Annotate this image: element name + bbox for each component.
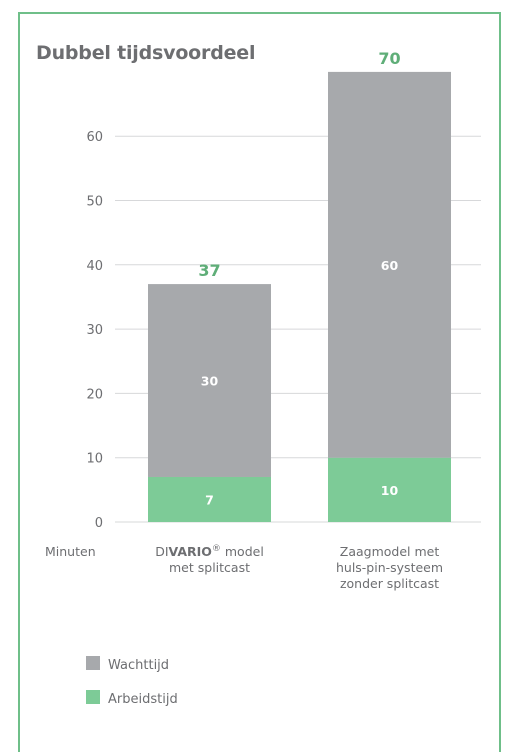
bars [148, 71, 451, 522]
bar-arbeidstijd-0 [148, 476, 271, 522]
segment-label-arbeidstijd-1: 10 [381, 483, 399, 498]
chart-title: Dubbel tijdsvoordeel [36, 42, 256, 64]
category-label-1-line2: huls-pin-systeem [336, 560, 443, 575]
y-tick-label-40: 40 [86, 259, 103, 274]
segment-label-wachttijd-0: 30 [201, 374, 219, 389]
segment-label-arbeidstijd-0: 7 [205, 492, 214, 507]
segment-label-wachttijd-1: 60 [381, 258, 399, 273]
y-tick-label-20: 20 [86, 387, 103, 402]
y-tick-label-10: 10 [86, 452, 103, 467]
y-tick-label-30: 30 [86, 323, 103, 338]
category-label-1-line1: Zaagmodel met [340, 544, 440, 559]
bar-wachttijd-0 [148, 284, 271, 477]
category-label-1-line3: zonder splitcast [340, 576, 439, 591]
y-tick-label-0: 0 [95, 516, 103, 531]
legend-swatch-wachttijd [86, 656, 100, 670]
category-label-0-line1: DIVARIO® model [155, 544, 264, 559]
y-tick-label-60: 60 [86, 130, 103, 145]
legend-label-arbeidstijd: Arbeidstijd [108, 692, 178, 707]
total-label-0: 37 [198, 261, 220, 280]
category-label-0-line2: met splitcast [169, 560, 250, 575]
legend-label-wachttijd: Wachttijd [108, 658, 169, 673]
legend: Wachttijd Arbeidstijd [86, 656, 178, 707]
bar-arbeidstijd-1 [328, 457, 451, 522]
total-label-1: 70 [378, 49, 400, 68]
labels: 0 10 20 30 40 50 60 Minuten 7 30 37 DIVARIO® modelm… [45, 49, 443, 591]
y-axis-label: Minuten [45, 544, 96, 559]
legend-swatch-arbeidstijd [86, 690, 100, 704]
y-tick-label-50: 50 [86, 195, 103, 210]
bar-wachttijd-1 [328, 71, 451, 458]
